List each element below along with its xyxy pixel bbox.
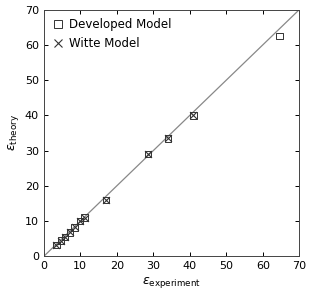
- Point: [165, 136, 170, 141]
- X-axis label: $\varepsilon_{\mathrm{experiment}}$: $\varepsilon_{\mathrm{experiment}}$: [142, 276, 201, 290]
- Point: [191, 113, 196, 118]
- Point: [62, 235, 67, 239]
- Point: [145, 152, 150, 157]
- Point: [277, 34, 282, 38]
- Y-axis label: $\varepsilon_{\mathrm{theory}}$: $\varepsilon_{\mathrm{theory}}$: [6, 115, 21, 152]
- Point: [72, 225, 77, 230]
- Point: [59, 238, 64, 243]
- Point: [78, 219, 83, 223]
- Point: [67, 230, 72, 235]
- Legend: Developed Model, Witte Model: Developed Model, Witte Model: [50, 15, 173, 52]
- Point: [72, 225, 77, 230]
- Point: [103, 198, 108, 202]
- Point: [54, 242, 59, 247]
- Point: [82, 215, 87, 220]
- Point: [67, 230, 72, 235]
- Point: [54, 242, 59, 247]
- Point: [103, 198, 108, 202]
- Point: [165, 136, 170, 141]
- Point: [59, 238, 64, 243]
- Point: [82, 215, 87, 220]
- Point: [145, 152, 150, 157]
- Point: [62, 235, 67, 239]
- Point: [78, 219, 83, 223]
- Point: [191, 113, 196, 118]
